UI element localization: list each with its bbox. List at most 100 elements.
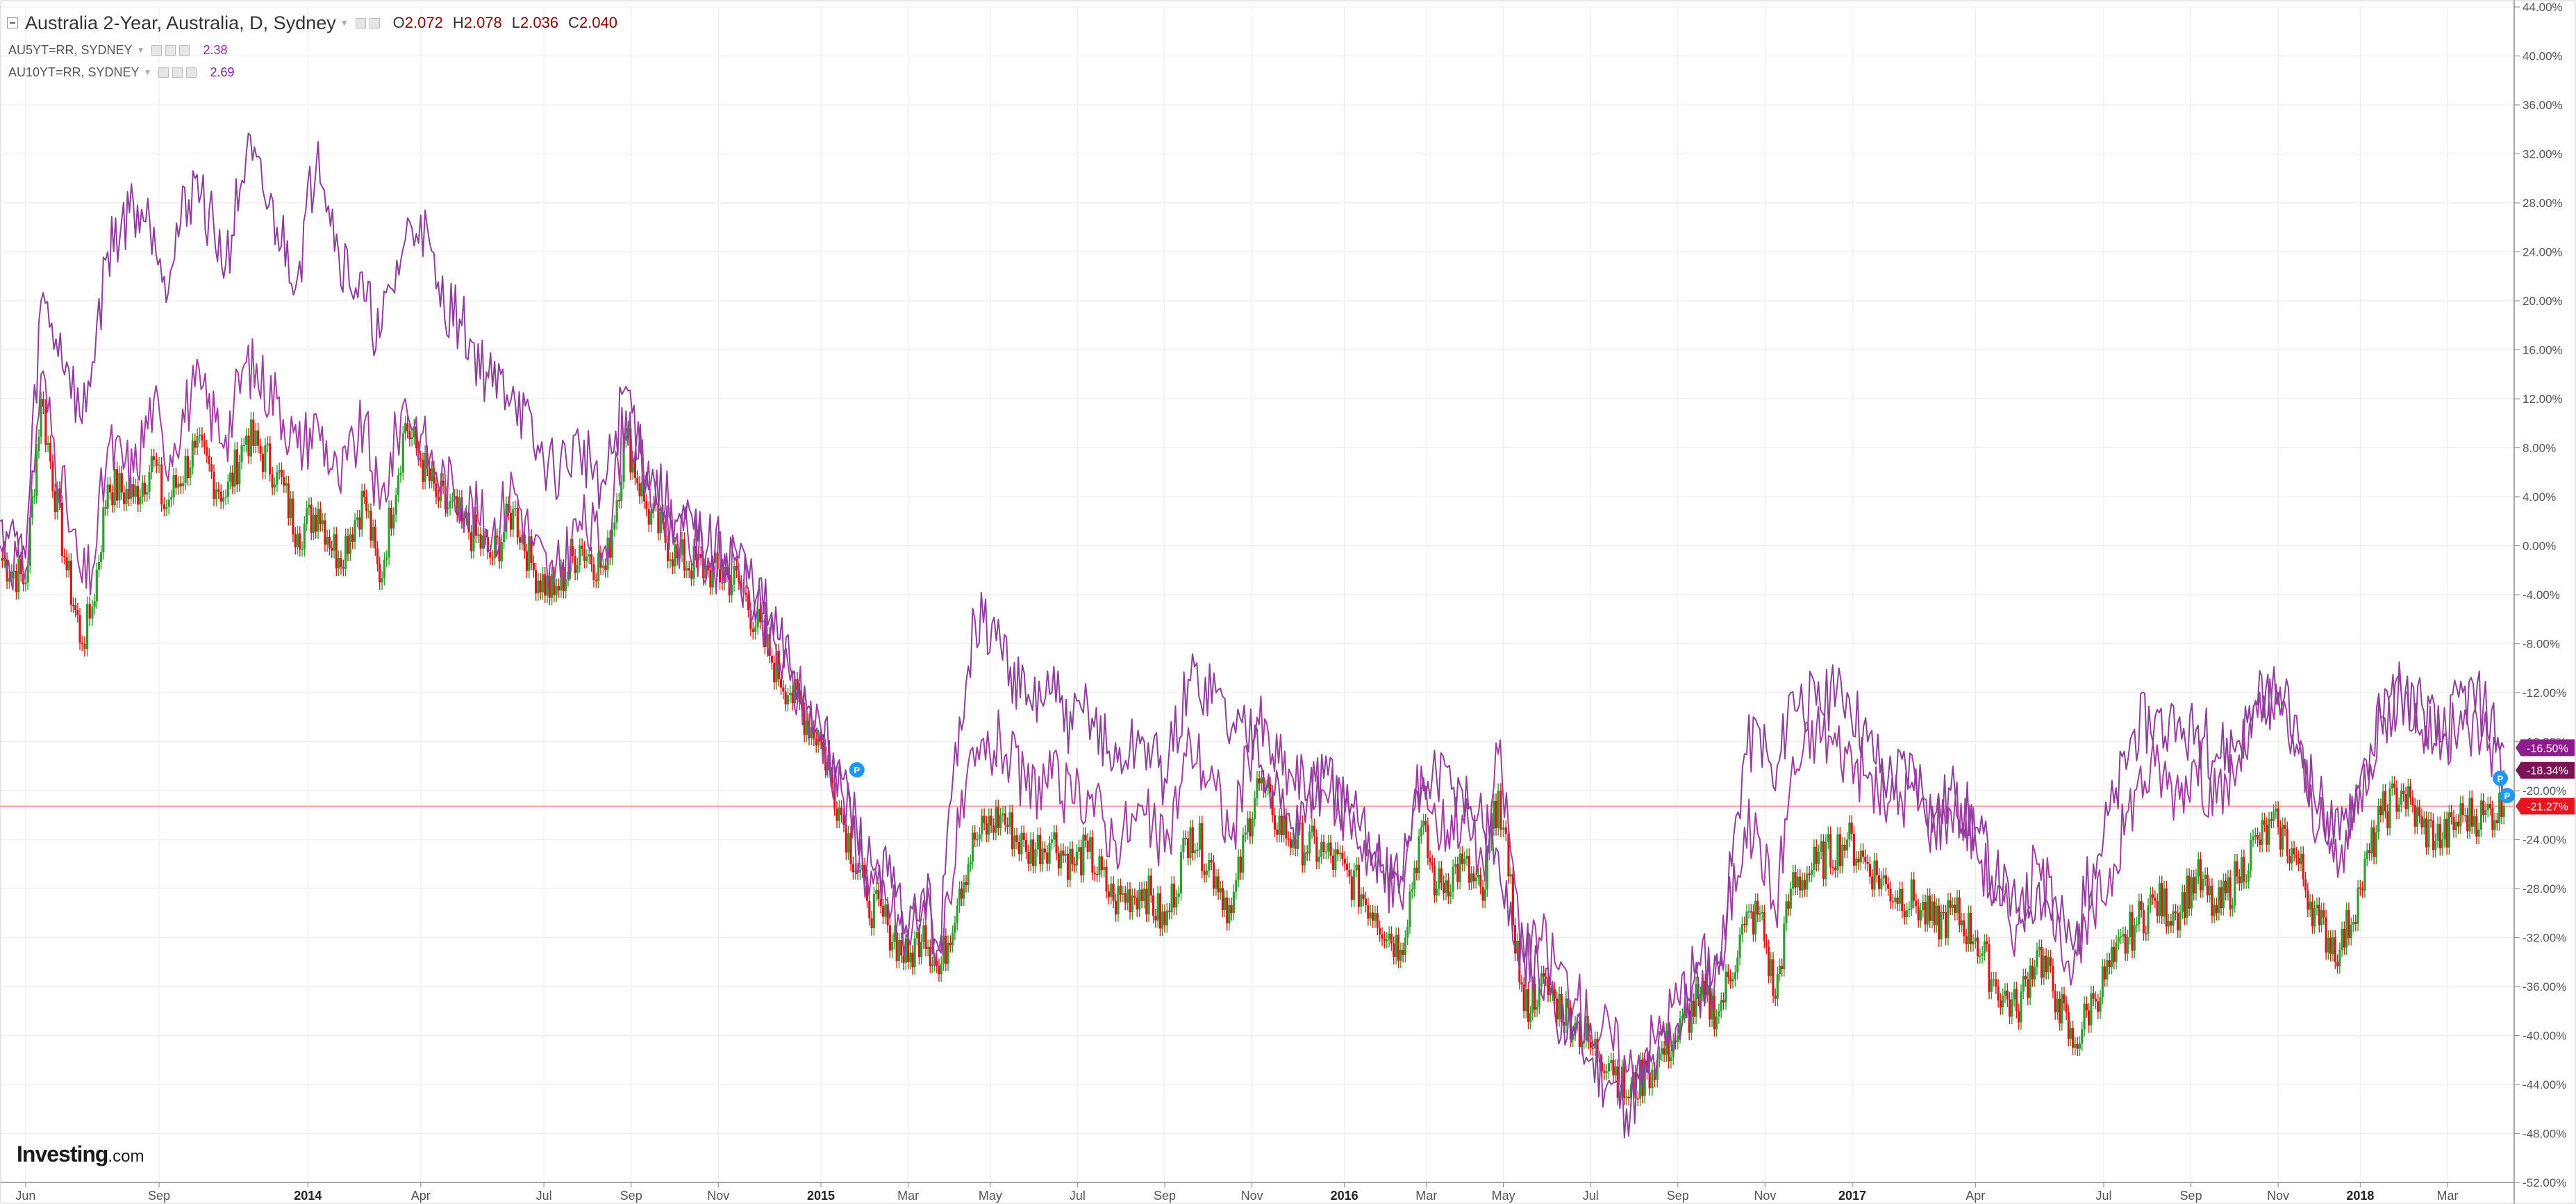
candle-body <box>1296 823 1299 849</box>
candle-body <box>8 578 11 582</box>
chevron-down-icon[interactable]: ▼ <box>136 45 145 55</box>
candle-body <box>1625 1096 1628 1098</box>
candle-body <box>333 534 335 551</box>
chevron-down-icon[interactable]: ▼ <box>340 18 349 28</box>
candle-body <box>1470 873 1473 883</box>
candle-body <box>615 500 618 523</box>
candle-body <box>160 464 163 505</box>
candle-body <box>1981 953 1984 956</box>
candle-body <box>1747 911 1750 913</box>
candle-body <box>78 615 81 643</box>
candle-body <box>215 489 218 500</box>
candle-body <box>2115 942 2118 962</box>
close-icon[interactable] <box>186 67 197 78</box>
candle-body <box>399 472 402 476</box>
candle-body <box>315 514 317 531</box>
candle-body <box>978 834 981 839</box>
candle-body <box>997 807 999 828</box>
candle-body <box>535 570 538 594</box>
candle-body <box>242 445 245 446</box>
candle-body <box>1308 832 1311 854</box>
candle-body <box>2254 834 2257 837</box>
candle-body <box>1704 980 1706 996</box>
candle-body <box>167 500 170 507</box>
candle-body <box>2282 825 2284 850</box>
candle-body <box>1445 880 1447 893</box>
candle-body <box>489 552 492 558</box>
candle-body <box>2432 820 2435 850</box>
candle-body <box>238 462 241 485</box>
candle-body <box>1189 827 1192 858</box>
settings-icon[interactable] <box>369 17 380 28</box>
candle-body <box>406 423 409 431</box>
candle-body <box>63 555 66 557</box>
candle-body <box>2450 812 2453 818</box>
candle-body <box>1877 875 1881 889</box>
overlay-10y-name[interactable]: AU10YT=RR, SYDNEY <box>8 65 140 79</box>
candle-body <box>2420 816 2423 827</box>
candle-body <box>1940 912 1943 940</box>
value-badge <box>2520 761 2575 779</box>
candle-body <box>863 864 866 877</box>
candle-body <box>1983 941 1986 954</box>
collapse-legend-button[interactable] <box>7 17 18 28</box>
candle-body <box>1454 864 1457 867</box>
candle-body <box>629 428 632 473</box>
candle-body <box>1420 827 1423 836</box>
candle-body <box>1871 876 1874 890</box>
candle-body <box>810 727 813 739</box>
candle-body <box>1992 979 1995 981</box>
candle-body <box>401 433 404 473</box>
main-series-title[interactable]: Australia 2-Year, Australia, D, Sydney <box>25 12 336 33</box>
candle-body <box>1836 834 1839 871</box>
y-axis-tick-label: -4.00% <box>2523 588 2560 602</box>
candle-body <box>2320 910 2323 925</box>
ohlc-close-label: C <box>568 14 579 31</box>
candle-body <box>259 445 262 454</box>
candle-body <box>1894 897 1897 902</box>
candle-body <box>902 955 905 963</box>
candle-body <box>1379 927 1381 935</box>
candle-body <box>1670 1057 1672 1062</box>
candle-body <box>1057 852 1060 869</box>
candle-body <box>904 938 907 963</box>
candle-body <box>597 552 600 581</box>
visibility-toggle-icon[interactable] <box>151 44 163 56</box>
candle-body <box>1913 879 1916 901</box>
candle-body <box>1774 996 1777 999</box>
candle-body <box>1740 923 1744 935</box>
candle-body <box>2193 877 2195 893</box>
candle-body <box>1868 864 1872 877</box>
candle-body <box>312 514 315 533</box>
candle-body <box>1147 875 1150 915</box>
candle-body <box>2379 805 2382 816</box>
candle-body <box>2186 875 2188 918</box>
candle-body <box>1117 886 1120 915</box>
visibility-toggle-icon[interactable] <box>158 67 169 78</box>
candle-body <box>1289 839 1293 848</box>
candle-body <box>104 507 107 509</box>
settings-icon[interactable] <box>172 67 183 78</box>
candle-body <box>813 727 815 739</box>
candle-body <box>735 566 738 571</box>
candle-body <box>782 687 785 692</box>
x-axis-tick-label: Jun <box>15 1189 35 1203</box>
candle-body <box>1273 815 1277 830</box>
candle-body <box>2270 819 2272 821</box>
candle-body <box>69 560 72 605</box>
candle-body <box>1882 875 1885 879</box>
candle-body <box>2373 827 2375 857</box>
candle-body <box>718 569 722 583</box>
candle-body <box>751 629 754 632</box>
close-icon[interactable] <box>179 44 190 56</box>
candle-body <box>1965 936 1968 945</box>
candle-body <box>2225 880 2227 893</box>
visibility-toggle-icon[interactable] <box>355 17 366 28</box>
overlay-5y-name[interactable]: AU5YT=RR, SYDNEY <box>8 42 133 57</box>
chevron-down-icon[interactable]: ▼ <box>143 67 152 77</box>
candle-body <box>1338 852 1342 855</box>
settings-icon[interactable] <box>165 44 176 56</box>
candle-body <box>1976 937 1979 957</box>
